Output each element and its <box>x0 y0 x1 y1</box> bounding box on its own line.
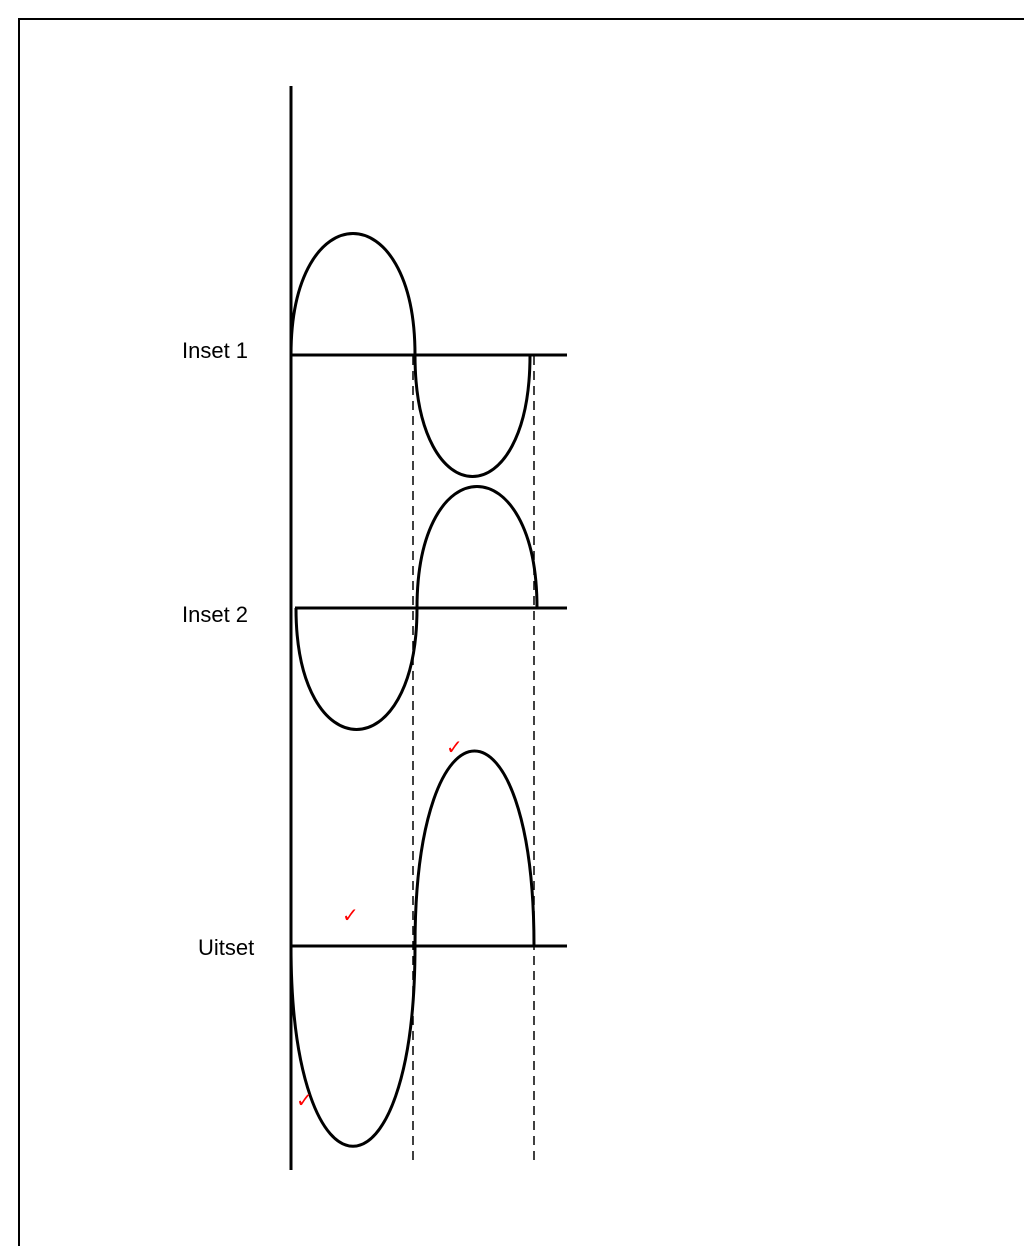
diagram-frame <box>18 18 1024 1246</box>
check-icon: ✓ <box>296 1088 313 1112</box>
inset1-label: Inset 1 <box>182 338 248 363</box>
inset2-wave <box>294 485 539 731</box>
uitset-wave <box>289 749 536 1148</box>
uitset-label: Uitset <box>198 935 254 960</box>
inset1-wave <box>289 232 532 478</box>
check-icon: ✓ <box>342 903 359 927</box>
inset2-label: Inset 2 <box>182 602 248 627</box>
check-icon: ✓ <box>446 735 463 759</box>
